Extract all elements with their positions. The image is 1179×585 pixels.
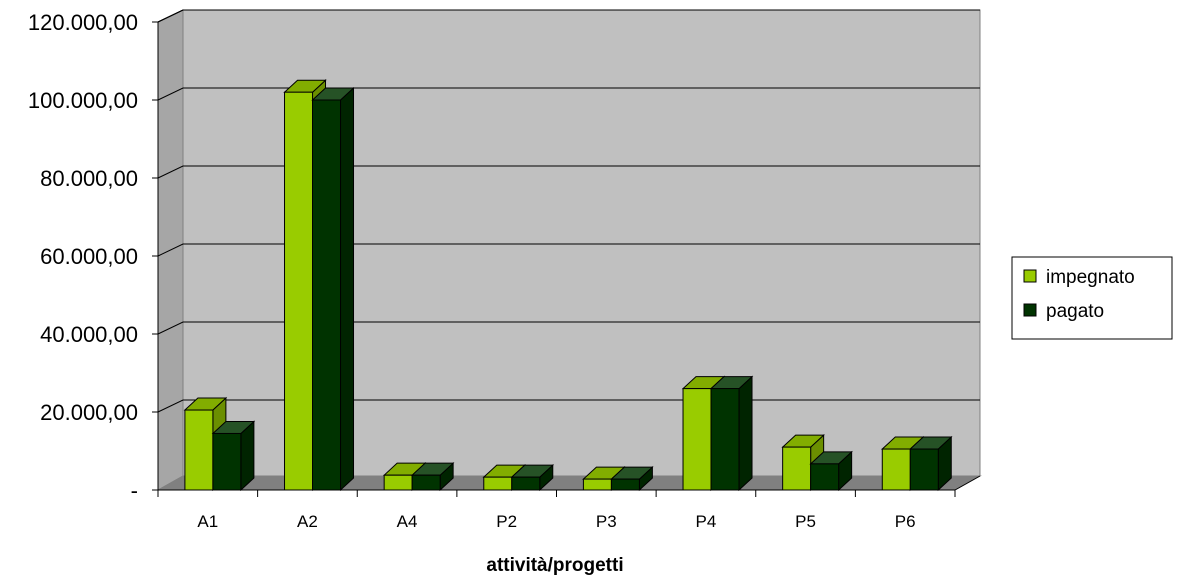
- y-tick-label: 20.000,00: [40, 400, 138, 425]
- x-tick-label: A2: [297, 512, 318, 531]
- legend: impegnato pagato: [1011, 256, 1173, 340]
- bar-pagato-P4: [709, 375, 754, 492]
- bar-front: [411, 474, 441, 491]
- gridline: [157, 87, 980, 101]
- bar-front: [710, 388, 740, 491]
- bar-front: [511, 476, 541, 491]
- bar-pagato-A1: [211, 420, 256, 492]
- bar-front: [610, 478, 640, 491]
- chart-walls: [156, 9, 982, 491]
- y-tick-label: 60.000,00: [40, 244, 138, 269]
- bar-side: [340, 86, 355, 492]
- x-axis-title: attività/progetti: [486, 555, 623, 576]
- bar-front: [881, 448, 911, 491]
- y-axis-depth: [157, 9, 184, 23]
- bars: [183, 79, 953, 492]
- bar-pagato-P6: [908, 435, 953, 492]
- bar-front: [483, 476, 513, 491]
- x-tick-label: P6: [895, 512, 916, 531]
- y-tick-label: 120.000,00: [28, 10, 138, 35]
- legend-box: [1011, 256, 1173, 340]
- x-tick-label: P2: [496, 512, 517, 531]
- bar-front: [682, 388, 712, 491]
- legend-swatch: [1023, 269, 1037, 283]
- y-tick-label: 40.000,00: [40, 322, 138, 347]
- axes: [152, 9, 981, 497]
- bar-front: [212, 432, 242, 491]
- bar-front: [312, 99, 342, 491]
- bar-front: [582, 478, 612, 491]
- bar-front: [810, 463, 840, 491]
- gridline: [157, 243, 980, 257]
- bar-front: [782, 446, 812, 491]
- gridline: [157, 321, 980, 335]
- bar-pagato-A4: [410, 462, 455, 492]
- x-axis-depth: [954, 475, 981, 491]
- legend-label: pagato: [1046, 301, 1104, 322]
- floor: [156, 475, 982, 491]
- bar-front: [909, 448, 939, 491]
- legend-label: impegnato: [1046, 267, 1135, 288]
- bar-front: [284, 91, 314, 491]
- y-tick-label: 80.000,00: [40, 166, 138, 191]
- bar-pagato-A2: [311, 86, 355, 492]
- x-tick-label: P4: [696, 512, 717, 531]
- gridline: [157, 165, 980, 179]
- bar-pagato-P3: [610, 465, 654, 492]
- y-tick-label: -: [131, 478, 138, 503]
- x-tick-labels: A1 A2 A4 P2 P3 P4 P5 P6: [197, 512, 915, 531]
- x-tick-label: A1: [197, 512, 218, 531]
- x-tick-label: P5: [795, 512, 816, 531]
- bar-front: [184, 409, 214, 491]
- bar-pagato-P2: [510, 463, 555, 492]
- y-tick-labels: - 20.000,00 40.000,00 60.000,00 80.000,00 100…: [28, 10, 138, 503]
- bar-side: [738, 375, 753, 492]
- y-tick-label: 100.000,00: [28, 88, 138, 113]
- bar-pagato-P5: [809, 450, 853, 492]
- x-tick-label: P3: [596, 512, 617, 531]
- bar-front: [383, 474, 413, 491]
- legend-swatch: [1023, 303, 1037, 317]
- x-tick-label: A4: [397, 512, 418, 531]
